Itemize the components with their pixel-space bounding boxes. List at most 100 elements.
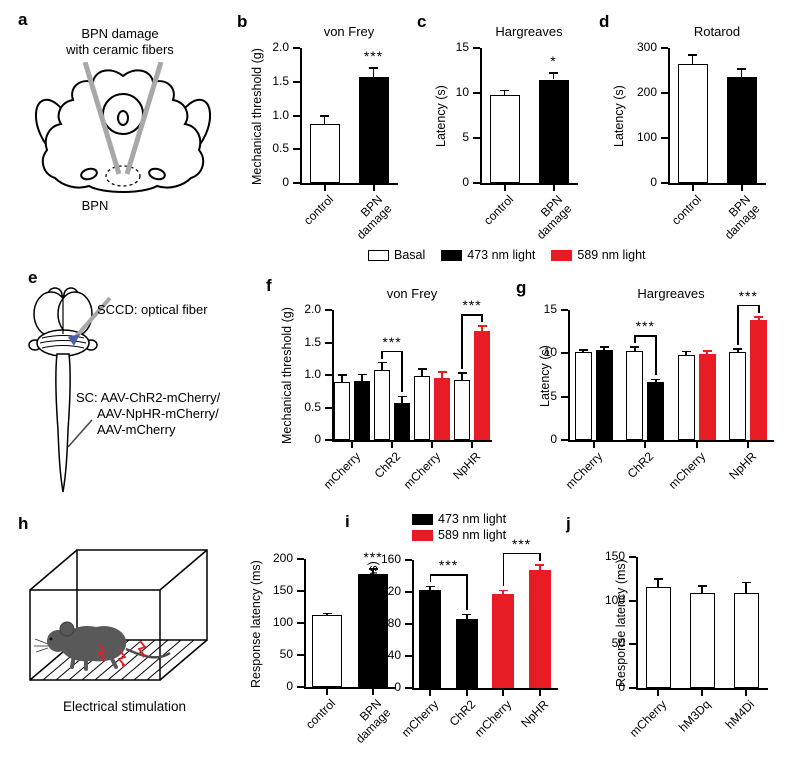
error-bar-cap: [653, 578, 663, 580]
bar: [528, 569, 551, 688]
x-tick-mark: [740, 185, 743, 191]
y-tick-mark: [293, 114, 300, 117]
error-bar-cap: [500, 89, 509, 92]
legend-item-i-589: 589 nm light: [412, 528, 506, 542]
optical-fiber-label: SCCD: optical fiber: [97, 302, 208, 317]
y-tick-label: 100: [604, 592, 625, 607]
legend-item-i-473: 473 nm light: [412, 512, 506, 526]
significance-stars: ***: [363, 48, 384, 65]
bar: [626, 350, 644, 440]
x-tick-mark: [372, 185, 375, 191]
y-tick-label: 0.5: [272, 141, 289, 156]
error-bar-cap: [369, 67, 378, 70]
x-tick-mark: [747, 442, 750, 448]
error-bar-cap: [462, 613, 472, 616]
error-bar-cap: [651, 378, 661, 381]
bar: [574, 352, 592, 440]
x-tick-mark: [465, 690, 468, 696]
error-bar-line: [603, 347, 606, 350]
y-tick-label: 15: [455, 40, 469, 54]
error-bar-line: [361, 374, 363, 381]
significance-stars: ***: [462, 297, 482, 314]
y-tick-label: 200: [272, 551, 293, 565]
y-tick-label: 5: [550, 388, 557, 403]
y-tick-label: 150: [604, 549, 625, 563]
y-tick-label: 300: [636, 40, 657, 54]
hargreaves-bpn-chart: Hargreaves Latency (s) 0 5 10 15 control BPN da…: [418, 20, 598, 264]
error-bar-line: [503, 90, 506, 95]
bar: [538, 79, 569, 183]
y-tick-label: 0: [394, 680, 401, 694]
error-bar-cap: [368, 568, 378, 571]
error-bar-cap: [733, 348, 743, 350]
rotarod-bpn-chart: Rotarod Latency (s) 0 100 200 300 control BPN d…: [598, 20, 784, 264]
plot-axes: [668, 48, 766, 185]
error-bar-line: [372, 68, 375, 78]
bar: [698, 354, 716, 440]
y-tick-label: 120: [380, 584, 401, 598]
y-tick-mark: [405, 623, 412, 625]
error-bar-cap: [702, 349, 712, 352]
x-tick-mark: [695, 442, 698, 448]
y-tick-mark: [325, 406, 332, 409]
y-tick-mark: [325, 309, 332, 311]
significance-stars: ***: [635, 318, 655, 335]
bar: [394, 402, 410, 440]
error-bar-cap: [337, 374, 347, 376]
x-tick-mark: [538, 690, 541, 696]
error-bar-cap: [599, 346, 609, 349]
y-tick-mark: [561, 439, 568, 441]
significance-stars: ***: [511, 535, 532, 552]
error-bar-cap: [630, 346, 640, 349]
y-tick-mark: [561, 352, 568, 355]
error-bar-cap: [578, 349, 588, 351]
blue-light-swatch: [441, 249, 463, 261]
error-bar-cap: [425, 585, 435, 588]
sig-bracket-line: [634, 335, 656, 337]
sig-bracket-leg: [481, 314, 483, 323]
y-tick-mark: [629, 687, 636, 689]
error-bar-line: [706, 350, 709, 355]
legend-item-473: 473 nm light: [441, 248, 535, 262]
error-bar-line: [745, 582, 747, 593]
y-tick-mark: [297, 654, 304, 656]
error-bar-line: [401, 396, 403, 403]
significance-stars: ***: [438, 557, 459, 574]
legend-label-473: 473 nm light: [467, 248, 536, 262]
y-tick-mark: [473, 47, 480, 49]
y-tick-mark: [561, 395, 568, 398]
y-tick-mark: [297, 590, 304, 592]
error-bar-cap: [477, 325, 487, 328]
panel-i-legend-589: 589 nm light: [412, 528, 506, 542]
y-tick-label: 0: [618, 680, 625, 694]
x-tick-mark: [552, 185, 555, 191]
legend-item-basal: Basal: [368, 248, 425, 262]
x-tick-mark: [502, 690, 505, 696]
yellow-light-swatch: [551, 249, 573, 261]
bar: [726, 77, 757, 183]
y-tick-mark: [325, 341, 332, 344]
bar: [309, 124, 340, 183]
error-bar-line: [381, 362, 383, 371]
sig-bracket-leg: [401, 350, 403, 393]
y-tick-label: 2.0: [272, 40, 289, 54]
plot-axes: [300, 48, 398, 185]
bar: [358, 574, 388, 687]
legend-label-i-473: 473 nm light: [438, 512, 507, 526]
error-bar-cap: [754, 316, 764, 318]
plot-axes: [332, 310, 492, 442]
bar: [334, 381, 350, 440]
y-tick-label: 0: [462, 175, 469, 189]
bar: [419, 590, 442, 688]
panel-d-letter: d: [599, 12, 610, 31]
yellow-light-swatch: [412, 529, 433, 541]
error-bar-line: [461, 373, 463, 380]
legend-label-basal: Basal: [394, 248, 426, 262]
response-latency-optogenetics-chart: Response latency (ms) 0 40 80 120 160 mCherry C…: [352, 516, 577, 758]
error-bar-cap: [417, 368, 427, 370]
panel-a-target-label: BPN: [81, 198, 109, 213]
bar: [689, 592, 715, 688]
y-tick-mark: [661, 182, 668, 184]
sig-bracket-line: [737, 304, 759, 307]
